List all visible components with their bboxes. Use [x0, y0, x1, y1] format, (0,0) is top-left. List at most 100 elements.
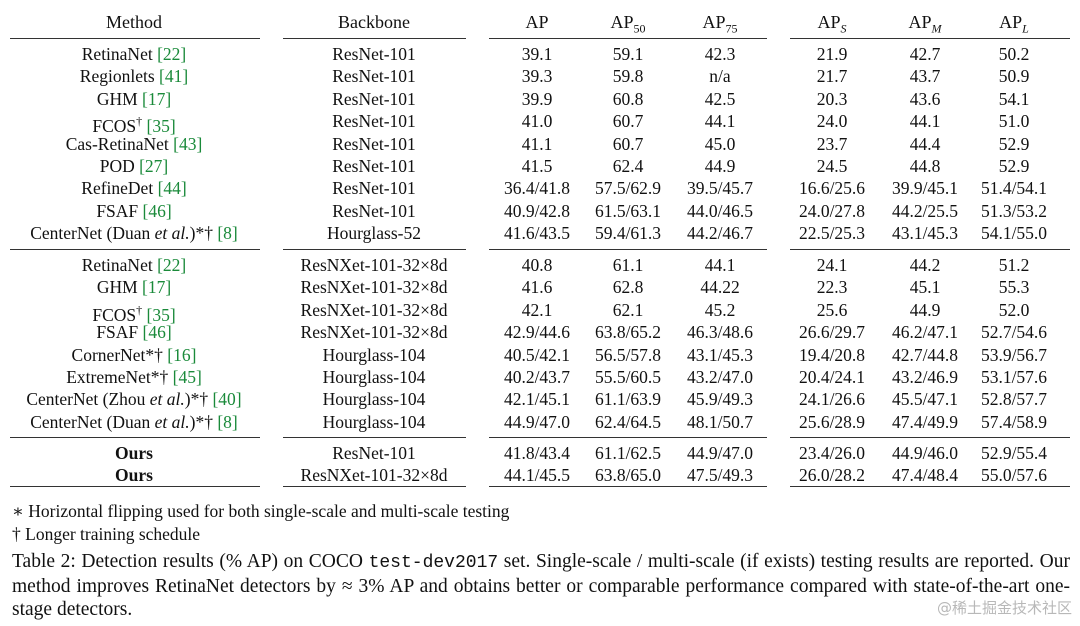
citation-link[interactable]: [46]: [142, 322, 172, 343]
header-rule-3: [790, 38, 1070, 39]
footnote-flipping: ∗ Horizontal flipping used for both sing…: [12, 501, 510, 521]
method-name: Cas-RetinaNet: [65, 133, 174, 154]
method-cell: ExtremeNet*† [45]: [0, 366, 268, 389]
ap50-cell: 62.4: [612, 156, 644, 176]
method-cell: FCOS† [35]: [0, 299, 268, 327]
apm-cell: 42.7: [909, 44, 941, 64]
table-row: RetinaNet [22] ResNet-101 39.1 59.1 42.3 21.9…: [0, 43, 1080, 66]
ap-cell: 40.2/43.7: [503, 367, 571, 387]
ap-cell: 36.4/41.8: [503, 178, 571, 199]
ap75-cell: 44.0/46.5: [686, 200, 754, 221]
table-row: CornerNet*† [16] Hourglass-104 40.5/42.1 56…: [0, 344, 1080, 367]
citation-link[interactable]: [22]: [157, 255, 187, 275]
citation-link[interactable]: [35]: [142, 116, 176, 137]
group-rule-b-0: [10, 437, 260, 438]
ap75-cell: 44.1: [704, 255, 736, 275]
aps-cell: 21.9: [816, 44, 848, 64]
ap-cell: 41.6: [521, 277, 553, 298]
citation-link[interactable]: [17]: [142, 277, 172, 298]
method-name: Ours: [115, 465, 153, 485]
ap75-cell: 48.1/50.7: [686, 411, 754, 432]
apl-cell: 52.9/55.4: [980, 443, 1048, 463]
header-ap75: AP75: [702, 12, 738, 36]
citation-link[interactable]: [8]: [217, 411, 238, 432]
citation-link[interactable]: [46]: [142, 200, 172, 221]
citation-link[interactable]: [27]: [139, 156, 169, 176]
ap-cell: 40.8: [521, 255, 553, 275]
method-cell: FCOS† [35]: [0, 110, 268, 138]
ap-cell: 39.3: [521, 66, 553, 87]
method-name: Ours: [115, 443, 153, 463]
table-row: RefineDet [44] ResNet-101 36.4/41.8 57.5/62…: [0, 177, 1080, 200]
aps-cell: 25.6: [816, 299, 848, 320]
method-name: ExtremeNet*†: [66, 367, 173, 387]
citation-link[interactable]: [45]: [172, 367, 202, 387]
ap75-cell: 43.2/47.0: [686, 367, 754, 387]
ap50-cell: 60.7: [612, 111, 644, 132]
apm-cell: 44.9: [909, 299, 941, 320]
method-name: RetinaNet: [81, 255, 158, 275]
table-row: GHM [17] ResNXet-101-32×8d 41.6 62.8 44.22 22…: [0, 276, 1080, 299]
method-name: GHM: [96, 277, 143, 298]
citation-link[interactable]: [35]: [142, 304, 176, 325]
table-row: FSAF [46] ResNet-101 40.9/42.8 61.5/63.1 44.…: [0, 200, 1080, 223]
ap75-cell: 46.3/48.6: [686, 322, 754, 343]
aps-cell: 26.0/28.2: [798, 465, 866, 485]
method-name: CenterNet (Zhou et al.)*†: [26, 389, 213, 410]
citation-link[interactable]: [8]: [217, 223, 238, 244]
header-method: Method: [106, 12, 162, 32]
apl-cell: 50.9: [998, 66, 1030, 87]
backbone-cell: Hourglass-104: [322, 344, 426, 365]
group-rule-a-2: [489, 249, 767, 250]
aps-cell: 16.6/25.6: [798, 178, 866, 199]
header-backbone: Backbone: [338, 12, 410, 32]
header-apl: APL: [999, 12, 1029, 36]
method-name: FSAF: [96, 322, 143, 343]
citation-link[interactable]: [44]: [157, 178, 187, 199]
aps-cell: 20.4/24.1: [798, 367, 866, 387]
citation-link[interactable]: [22]: [157, 44, 187, 64]
ap50-cell: 61.1/63.9: [594, 389, 662, 410]
apm-cell: 44.4: [909, 133, 941, 154]
ap50-cell: 62.1: [612, 299, 644, 320]
citation-link[interactable]: [17]: [142, 88, 172, 109]
apl-cell: 51.3/53.2: [980, 200, 1048, 221]
apl-cell: 52.9: [998, 156, 1030, 176]
apm-cell: 45.1: [909, 277, 941, 298]
apl-cell: 57.4/58.9: [980, 411, 1048, 432]
ap50-cell: 60.8: [612, 88, 644, 109]
aps-cell: 24.0/27.8: [798, 200, 866, 221]
method-name: RefineDet: [81, 178, 158, 199]
method-name: CenterNet (Duan et al.)*†: [30, 223, 218, 244]
bottom-rule-2: [489, 486, 767, 487]
table-row: FCOS† [35] ResNXet-101-32×8d 42.1 62.1 45.2 2…: [0, 299, 1080, 325]
table-row: Ours ResNXet-101-32×8d 44.1/45.5 63.8/65.0 4…: [0, 464, 1080, 487]
apm-cell: 47.4/49.9: [891, 411, 959, 432]
ap-cell: 44.1/45.5: [503, 465, 571, 485]
backbone-cell: Hourglass-52: [327, 223, 421, 244]
citation-link[interactable]: [16]: [167, 344, 197, 365]
citation-link[interactable]: [40]: [212, 389, 242, 410]
table-row: POD [27] ResNet-101 41.5 62.4 44.9 24.5 44.8 52…: [0, 155, 1080, 178]
apl-cell: 51.2: [998, 255, 1030, 275]
ap50-cell: 59.1: [612, 44, 644, 64]
header-apm: APM: [908, 12, 942, 36]
group-rule-b-1: [283, 437, 466, 438]
citation-link[interactable]: [41]: [159, 66, 189, 87]
header-rule-1: [283, 38, 466, 39]
table-row: Ours ResNet-101 41.8/43.4 61.1/62.5 44.9/47.…: [0, 442, 1080, 465]
backbone-cell: Hourglass-104: [322, 367, 426, 387]
citation-link[interactable]: [43]: [173, 133, 203, 154]
method-cell: CornerNet*† [16]: [0, 344, 268, 367]
aps-cell: 22.5/25.3: [798, 223, 866, 244]
ap75-cell: 45.9/49.3: [686, 389, 754, 410]
ap50-cell: 59.8: [612, 66, 644, 87]
method-cell: Cas-RetinaNet [43]: [0, 133, 268, 156]
footnote-schedule: † Longer training schedule: [12, 524, 201, 544]
backbone-cell: ResNet-101: [332, 156, 416, 176]
ap-cell: 40.5/42.1: [503, 344, 571, 365]
apm-cell: 44.2/25.5: [891, 200, 959, 221]
backbone-cell: ResNet-101: [332, 111, 416, 132]
ap75-cell: 44.22: [700, 277, 740, 298]
apm-cell: 43.2/46.9: [891, 367, 959, 387]
